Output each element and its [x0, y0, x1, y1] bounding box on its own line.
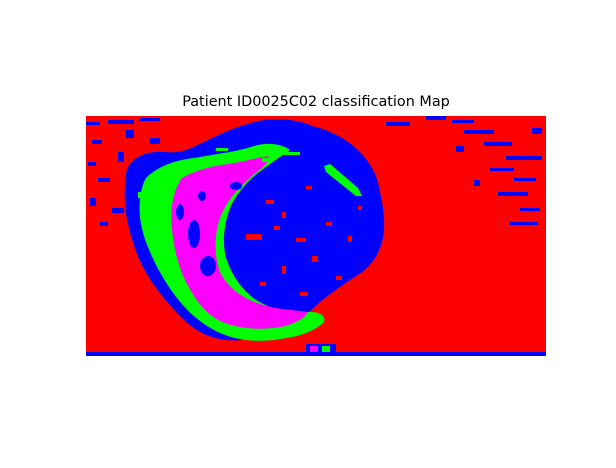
classification-map-image: [86, 116, 546, 356]
map-green-streak-right: [324, 164, 362, 196]
map-green-streaks-top: [138, 148, 300, 224]
classification-map: [86, 116, 546, 356]
map-inner-blue-pockets: [176, 182, 242, 276]
map-region-magenta: [171, 156, 308, 329]
plot-title: Patient ID0025C02 classification Map: [182, 94, 450, 110]
map-bottom-blob: [306, 344, 336, 356]
map-inner-red-speckles: [246, 186, 362, 296]
map-edge-fragments: [86, 116, 542, 226]
